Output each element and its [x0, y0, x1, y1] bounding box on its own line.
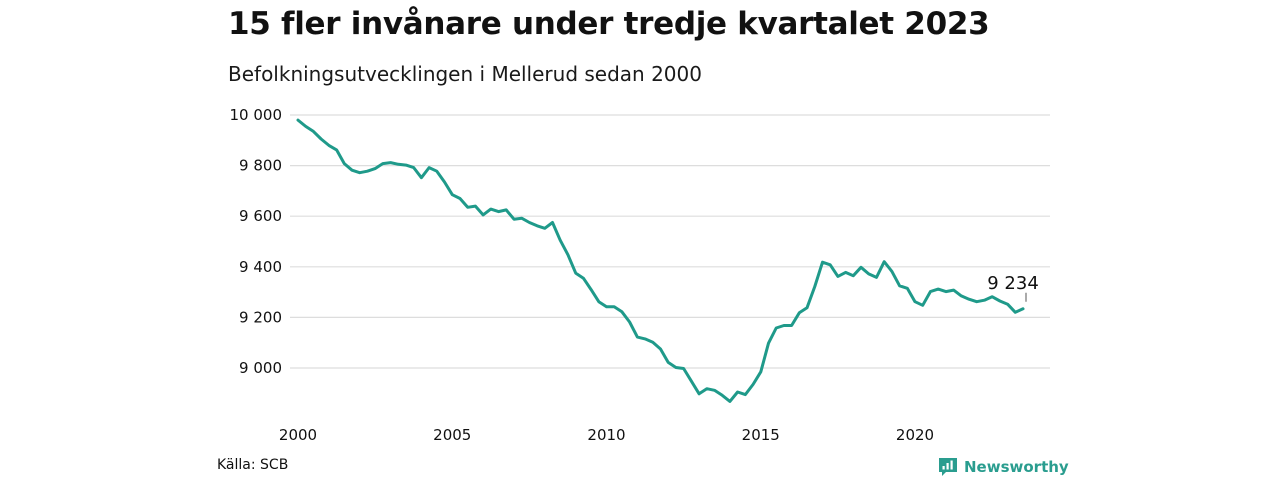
- x-tick-label: 2005: [433, 426, 471, 444]
- annotation-layer: 9 234: [987, 273, 1039, 302]
- y-tick-label: 9 000: [239, 359, 282, 377]
- newsworthy-icon: [939, 458, 957, 476]
- y-tick-label: 9 200: [239, 308, 282, 326]
- chart-subtitle: Befolkningsutvecklingen i Mellerud sedan…: [228, 62, 702, 86]
- annotation-label: 9 234: [987, 273, 1039, 294]
- y-tick-label: 9 400: [239, 258, 282, 276]
- grid-lines: [290, 114, 1050, 369]
- y-tick-label: 10 000: [230, 106, 283, 124]
- brand-name: Newsworthy: [964, 458, 1069, 476]
- source-note: Källa: SCB: [217, 457, 289, 473]
- brand-logo: Newsworthy: [937, 456, 1069, 478]
- x-tick-label: 2010: [587, 426, 625, 444]
- chart-title: 15 fler invånare under tredje kvartalet …: [228, 6, 990, 42]
- x-tick-label: 2020: [896, 426, 934, 444]
- y-axis-ticks: 9 000 9 200 9 400 9 600 9 800 10 000: [230, 106, 283, 377]
- series-line: [296, 118, 1025, 403]
- x-tick-label: 2015: [742, 426, 780, 444]
- x-tick-label: 2000: [279, 426, 317, 444]
- y-tick-label: 9 800: [239, 157, 282, 175]
- series-layer: [296, 118, 1025, 403]
- y-tick-label: 9 600: [239, 207, 282, 225]
- x-axis-ticks: 2000 2005 2010 2015 2020: [279, 426, 934, 444]
